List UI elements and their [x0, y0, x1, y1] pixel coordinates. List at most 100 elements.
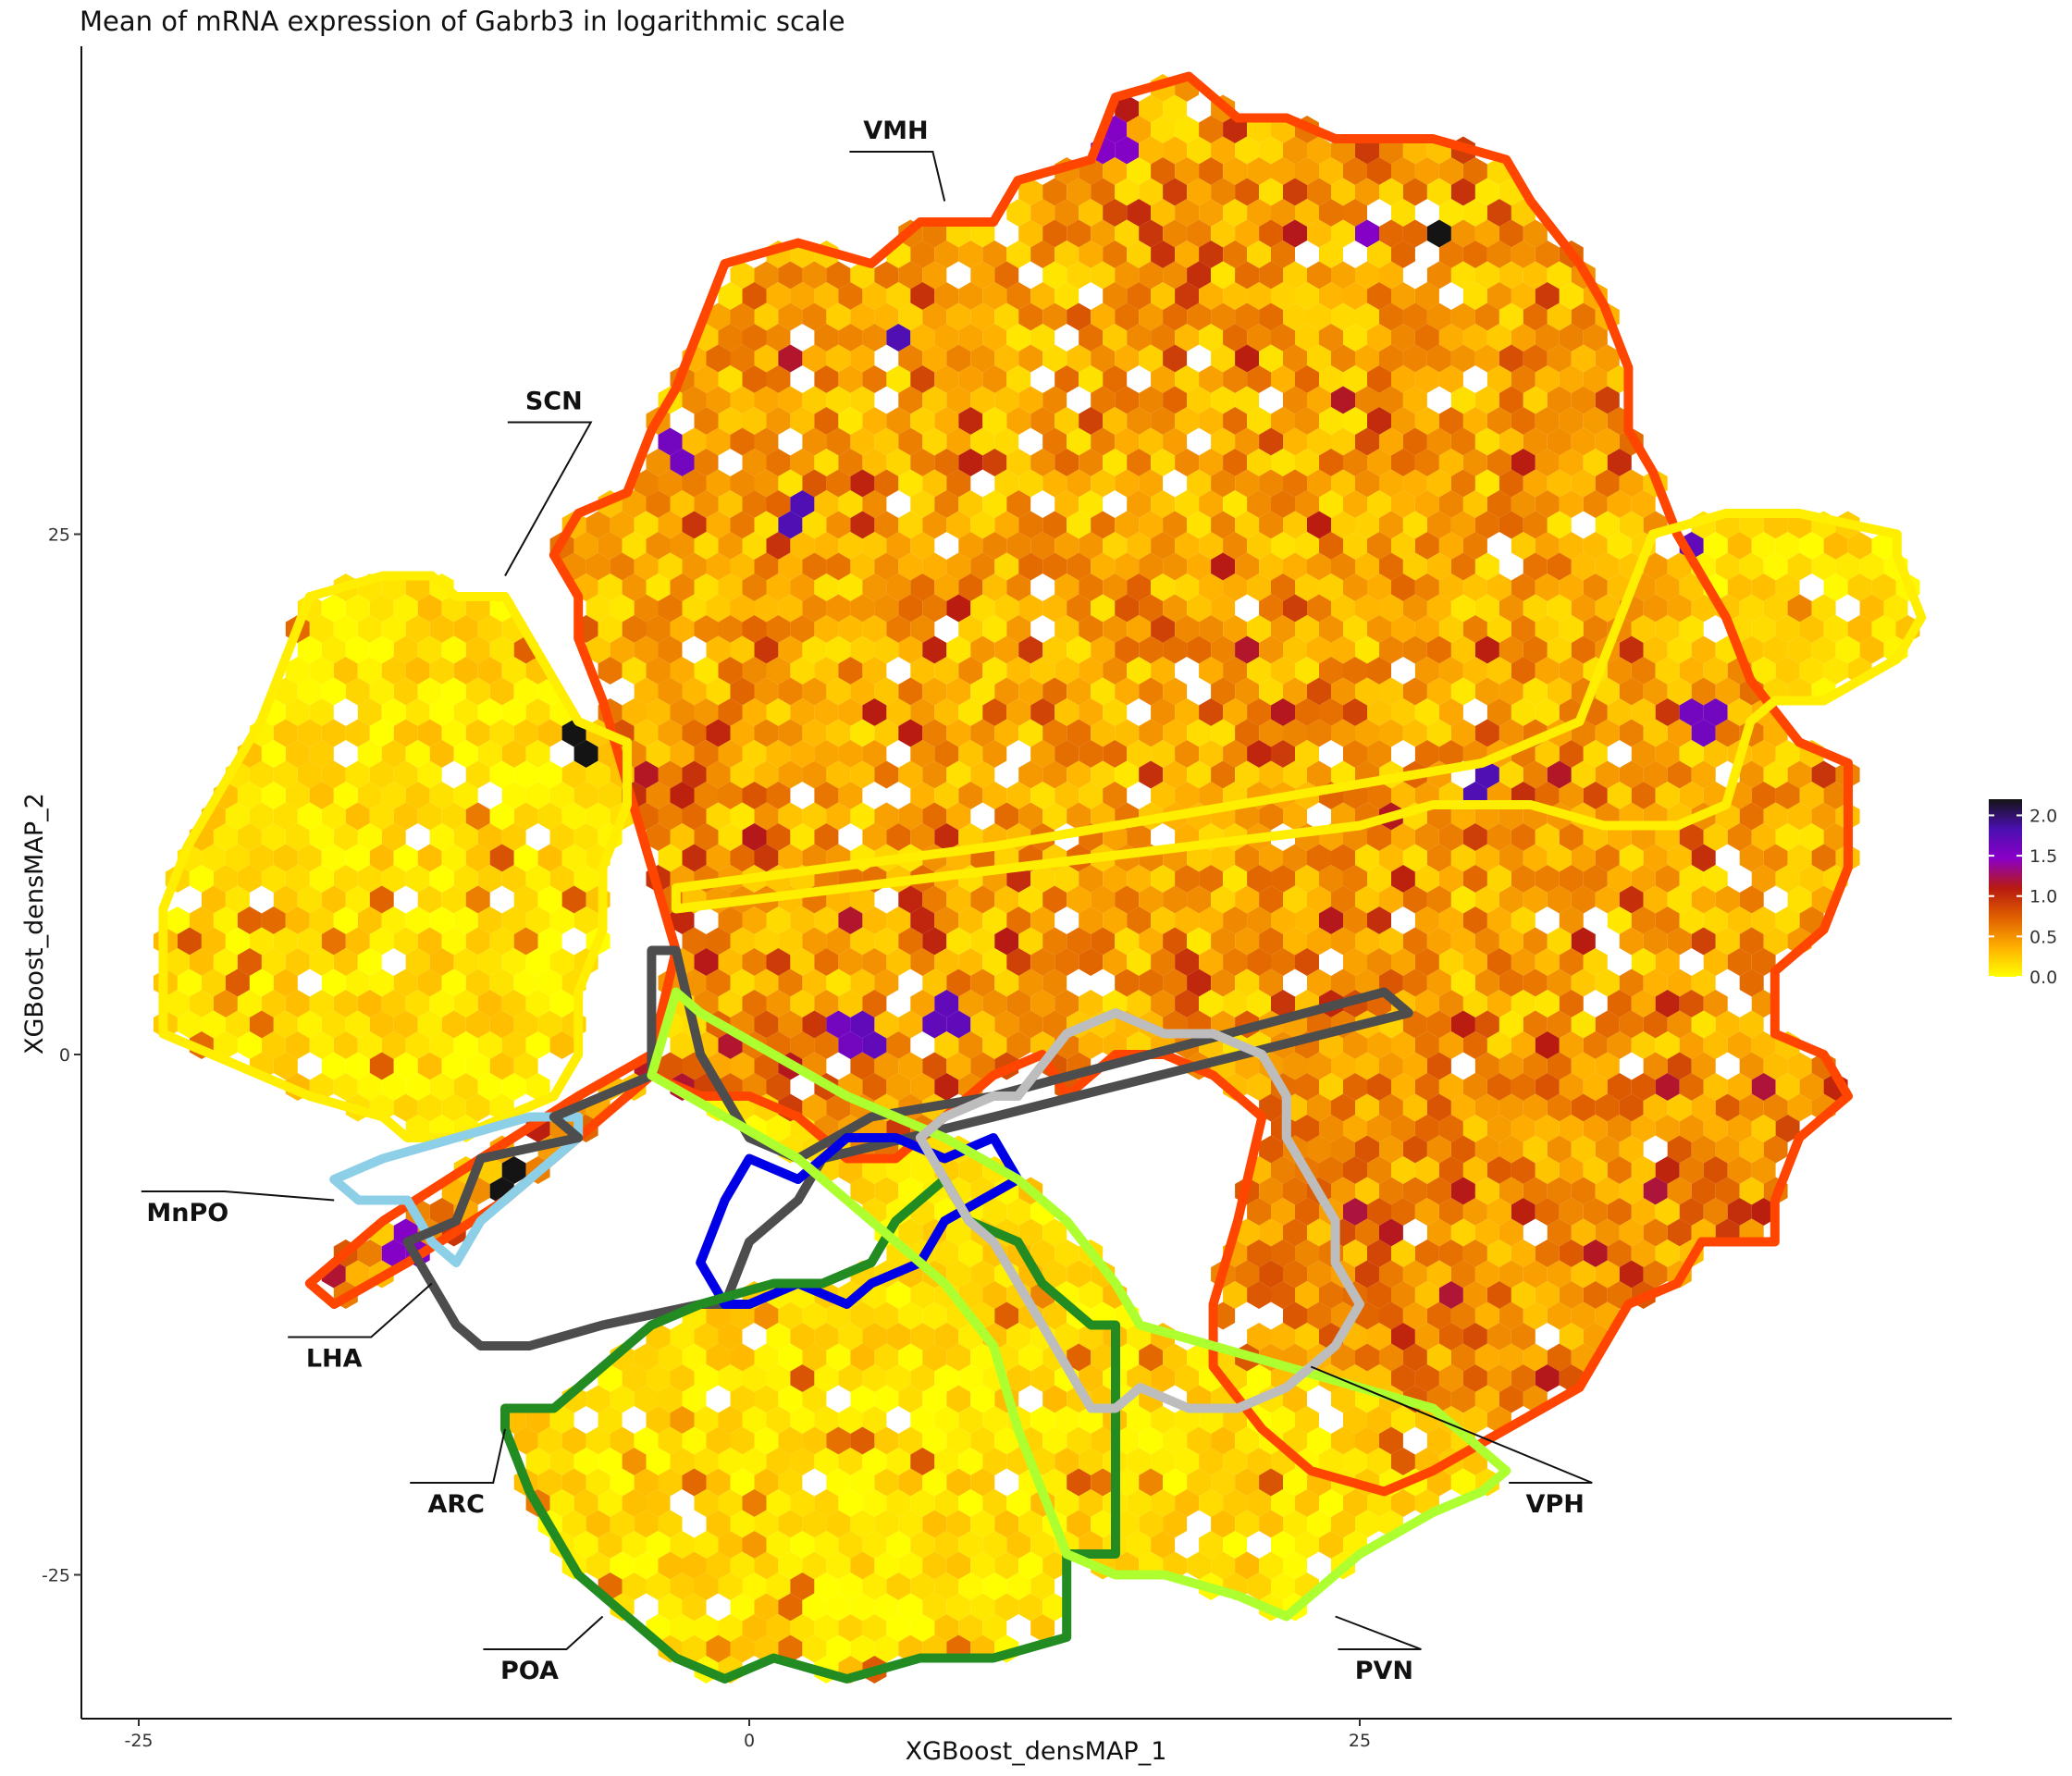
hex-cell: [586, 594, 610, 623]
hex-cell: [1331, 219, 1355, 248]
hex-cell: [1127, 532, 1152, 560]
hex-cell: [1450, 344, 1475, 373]
hex-cell: [1859, 635, 1884, 664]
hex-cell: [1139, 927, 1164, 956]
hex-cell: [1259, 844, 1283, 872]
hex-cell: [898, 635, 923, 664]
hex-cell: [862, 740, 887, 768]
hex-cell: [718, 906, 743, 934]
hex-cell: [333, 657, 358, 684]
hex-cell: [1042, 760, 1067, 789]
hex-cell: [706, 302, 731, 331]
hex-cell: [958, 532, 983, 560]
hex-cell: [1271, 990, 1295, 1018]
hex-cell: [814, 906, 839, 934]
hex-cell: [1271, 240, 1295, 268]
hex-cell: [706, 677, 731, 706]
hex-cell: [369, 968, 394, 997]
hex-cell: [1343, 1156, 1367, 1184]
hex-cell: [1691, 1135, 1716, 1164]
hex-cell: [970, 386, 995, 414]
hex-cell: [850, 1426, 875, 1455]
hex-cell: [465, 1010, 490, 1039]
hex-cell: [1679, 865, 1704, 893]
hex-cell: [1211, 136, 1236, 165]
hex-cell: [730, 677, 755, 706]
hex-cell: [1727, 1198, 1752, 1226]
hex-cell: [273, 719, 298, 747]
hex-cell: [1271, 1323, 1295, 1350]
hex-cell: [1151, 906, 1176, 934]
hex-cell: [886, 948, 911, 976]
hex-cell: [1235, 511, 1260, 539]
hex-cell: [754, 302, 779, 331]
hex-cell: [862, 532, 887, 560]
hex-cell: [814, 1531, 839, 1559]
hex-cell: [1355, 594, 1379, 623]
hex-cell: [1462, 615, 1487, 643]
hex-cell: [1583, 532, 1608, 560]
hex-cell: [1151, 1531, 1176, 1559]
hex-cell: [1163, 885, 1188, 914]
hex-cell: [1426, 1260, 1451, 1289]
hex-cell: [670, 698, 695, 726]
hex-cell: [1295, 740, 1319, 768]
hex-cell: [345, 1010, 370, 1039]
hex-cell: [778, 1426, 803, 1455]
hex-cell: [1355, 1343, 1379, 1372]
hex-cell: [850, 677, 875, 706]
hex-cell: [1343, 1448, 1367, 1475]
hex-cell: [910, 532, 935, 560]
hex-cell: [501, 698, 526, 726]
hex-cell: [1127, 948, 1152, 976]
hex-cell: [1715, 1093, 1740, 1122]
hex-cell: [1498, 511, 1523, 539]
hex-cell: [453, 1073, 478, 1101]
hex-cell: [1571, 1260, 1596, 1289]
hex-cell: [1103, 449, 1128, 476]
hex-cell: [778, 802, 803, 831]
hex-cell: [634, 719, 659, 747]
hex-cell: [694, 1489, 719, 1517]
hex-cell: [1643, 1010, 1668, 1039]
hex-cell: [1006, 574, 1031, 601]
hex-cell: [874, 635, 899, 664]
hex-cell: [934, 948, 959, 976]
hex-cell: [1175, 324, 1200, 352]
hex-cell: [586, 635, 610, 664]
hex-cell: [1559, 657, 1584, 684]
hex-cell: [1583, 1156, 1608, 1184]
hex-cell: [670, 449, 695, 476]
hex-cell: [1175, 240, 1200, 268]
hex-cell: [1235, 760, 1260, 789]
hex-cell: [766, 782, 791, 809]
hex-cell: [1343, 865, 1367, 893]
hex-cell: [814, 490, 839, 518]
hex-cell: [958, 1448, 983, 1475]
hex-cell: [1474, 1343, 1499, 1372]
hex-cell: [1307, 136, 1331, 165]
hex-cell: [405, 615, 430, 643]
hex-cell: [790, 1572, 815, 1600]
hex-cell: [910, 1323, 935, 1350]
hex-cell: [1498, 844, 1523, 872]
hex-cell: [1211, 1510, 1236, 1538]
hex-cell: [1739, 1093, 1764, 1122]
hex-cell: [1498, 719, 1523, 747]
hex-cell: [1127, 823, 1152, 851]
hex-cell: [1103, 615, 1128, 643]
hex-cell: [754, 1052, 779, 1080]
hex-cell: [838, 1364, 863, 1392]
hex-cell: [1450, 719, 1475, 747]
hex-cell: [1450, 178, 1475, 206]
hex-cell: [1054, 240, 1079, 268]
hex-cell: [802, 1093, 827, 1122]
hex-cell: [213, 1031, 238, 1059]
hex-cell: [1426, 1301, 1451, 1330]
hex-cell: [1151, 698, 1176, 726]
hex-cell: [1115, 927, 1140, 956]
hex-cell: [1211, 219, 1236, 248]
hex-cell: [477, 823, 502, 851]
hex-cell: [1307, 927, 1331, 956]
hex-cell: [1295, 698, 1319, 726]
